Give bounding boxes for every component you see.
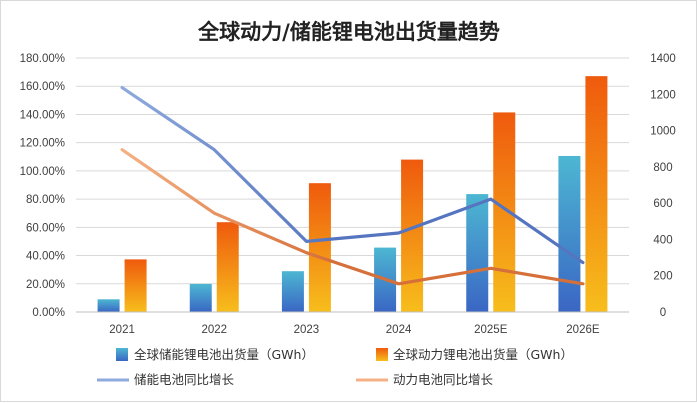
y-axis-right: 0 200 400 600 800 1000 1200 1400 xyxy=(650,53,676,319)
bar-power-2024 xyxy=(401,159,424,312)
x-tick-label: 2024 xyxy=(386,324,412,336)
bar-series xyxy=(97,76,608,313)
x-tick-label: 2025E xyxy=(474,324,508,336)
x-tick-label: 2022 xyxy=(201,324,227,336)
bar-power-2022 xyxy=(216,222,239,312)
bar-power-2021 xyxy=(124,259,147,312)
y-right-tick-label: 600 xyxy=(653,198,672,210)
bar-storage-2023 xyxy=(281,271,304,312)
y-right-tick-label: 0 xyxy=(660,307,666,319)
y-right-tick-label: 800 xyxy=(653,162,672,174)
y-right-tick-label: 400 xyxy=(653,234,672,246)
bar-power-2023 xyxy=(308,183,331,312)
x-axis: 2021 2022 2023 2024 2025E 2026E xyxy=(76,311,629,336)
y-left-tick-label: 60.00% xyxy=(26,222,65,234)
y-left-tick-label: 20.00% xyxy=(26,279,65,291)
legend-label-storage-line: 储能电池同比增长 xyxy=(134,372,235,387)
y-right-tick-label: 200 xyxy=(653,271,672,283)
y-left-tick-label: 120.00% xyxy=(20,138,65,150)
legend-swatch-storage-bar xyxy=(116,348,128,361)
line-series xyxy=(120,85,585,286)
y-right-tick-label: 1200 xyxy=(650,89,676,101)
chart-title: 全球动力/储能锂电池出货量趋势 xyxy=(197,19,500,44)
y-left-tick-label: 180.00% xyxy=(20,53,65,65)
bar-power-2025E xyxy=(493,112,516,312)
y-right-tick-label: 1400 xyxy=(650,53,676,65)
y-left-tick-label: 140.00% xyxy=(20,109,65,121)
y-left-tick-label: 160.00% xyxy=(20,81,65,93)
y-right-tick-label: 1000 xyxy=(650,126,676,138)
y-left-tick-label: 40.00% xyxy=(26,251,65,263)
bar-power-2026E xyxy=(585,76,608,313)
x-tick-label: 2021 xyxy=(109,324,135,336)
x-tick-label: 2026E xyxy=(566,324,600,336)
legend-label-storage-bar: 全球储能锂电池出货量（GWh） xyxy=(134,347,314,362)
bar-storage-2025E xyxy=(466,194,489,312)
line-storage-growth xyxy=(120,85,585,265)
y-axis-left: 0.00% 20.00% 40.00% 60.00% 80.00% 100.00% 120.… xyxy=(20,53,65,319)
legend-swatch-power-bar xyxy=(376,348,388,361)
bar-storage-2022 xyxy=(189,283,212,312)
bar-storage-2021 xyxy=(97,299,120,312)
x-tick-label: 2023 xyxy=(294,324,320,336)
legend-label-power-line: 动力电池同比增长 xyxy=(393,372,494,387)
line-power-growth xyxy=(120,148,585,286)
legend: 全球储能锂电池出货量（GWh） 全球动力锂电池出货量（GWh） 储能电池同比增长… xyxy=(97,347,573,387)
gridlines xyxy=(76,57,629,313)
legend-label-power-bar: 全球动力锂电池出货量（GWh） xyxy=(393,347,573,362)
bar-storage-2026E xyxy=(558,155,581,312)
y-left-tick-label: 100.00% xyxy=(20,166,65,178)
y-left-tick-label: 0.00% xyxy=(32,307,65,319)
y-left-tick-label: 80.00% xyxy=(26,194,65,206)
